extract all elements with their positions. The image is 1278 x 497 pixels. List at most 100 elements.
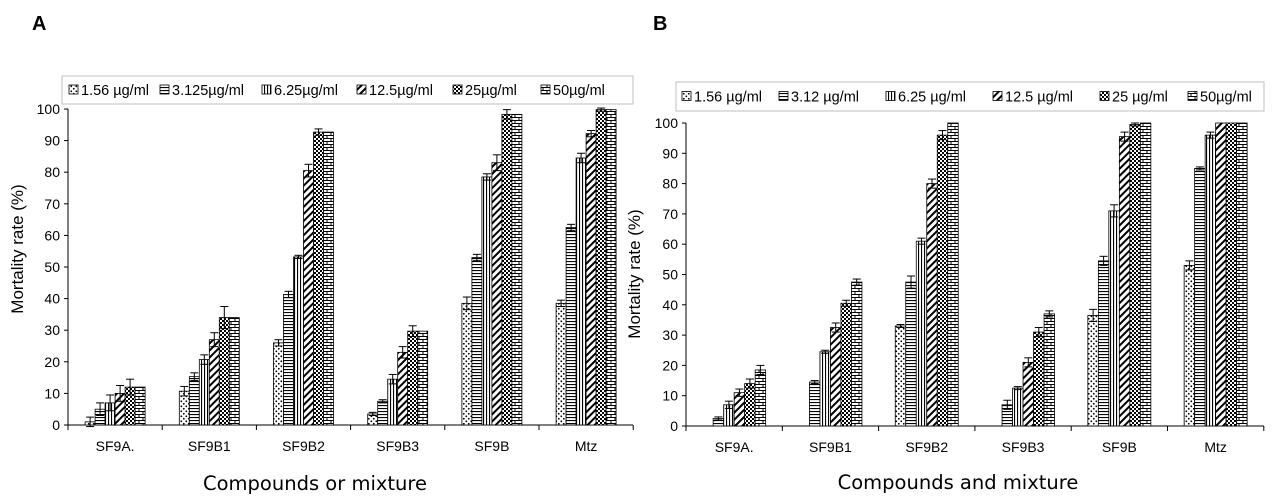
bar xyxy=(387,378,399,426)
x-tick-label: SF9B1 xyxy=(809,439,852,455)
bar xyxy=(851,281,863,427)
bar xyxy=(188,376,200,426)
y-tick-label: 60 xyxy=(44,227,60,243)
y-tick-label: 10 xyxy=(662,388,678,404)
legend-swatch xyxy=(885,91,896,101)
bar xyxy=(1215,122,1227,427)
bar xyxy=(840,302,852,427)
bar xyxy=(733,392,746,427)
bar xyxy=(1012,387,1024,427)
bar xyxy=(407,330,419,426)
y-tick-label: 30 xyxy=(662,327,678,343)
y-tick-label: 80 xyxy=(662,176,678,192)
bar xyxy=(134,386,146,426)
bar xyxy=(915,240,928,427)
y-tick-label: 90 xyxy=(662,145,678,161)
y-tick-label: 60 xyxy=(662,236,678,252)
bar xyxy=(397,351,409,426)
bar xyxy=(947,122,959,427)
bar xyxy=(595,109,607,426)
y-tick-label: 0 xyxy=(52,417,60,433)
panel-b-label: B xyxy=(653,13,667,35)
bar xyxy=(273,342,284,426)
y-tick-label: 40 xyxy=(44,291,60,307)
legend-swatch xyxy=(261,84,272,95)
legend-entry: 3.125µg/ml xyxy=(172,83,244,99)
panel-b-y-axis-title: Mortality rate (%) xyxy=(625,209,644,338)
y-tick-label: 50 xyxy=(44,259,60,275)
bar xyxy=(1236,122,1248,427)
legend-frame xyxy=(61,75,634,105)
legend-swatch xyxy=(778,91,789,101)
bar xyxy=(471,257,483,426)
panel-a-plot-area: 0 10 20 30 40 50 60 70 80 90 100 SF9A. SF9B1 SF9B2 SF9… xyxy=(37,101,634,454)
bar xyxy=(228,317,240,426)
panel-b-x-axis-title: Compounds and mixture xyxy=(838,471,1079,494)
panel-a-y-axis-title: Mortality rate (%) xyxy=(8,184,27,313)
bar xyxy=(313,131,324,426)
legend-swatch xyxy=(681,91,692,101)
x-tick-label: Mtz xyxy=(575,438,598,454)
bar xyxy=(1043,313,1055,427)
legend-entry: 25µg/ml xyxy=(465,83,517,99)
bar xyxy=(208,339,220,426)
x-tick-label: SF9B xyxy=(474,438,509,454)
legend-entry: 6.25µg/ml xyxy=(274,83,338,99)
panel-b-legend: 1.56 µg/ml 3.12 µg/ml 6.25 µg/ml 12.5 µg/ml… xyxy=(675,81,1265,112)
bar xyxy=(1097,260,1110,427)
bar xyxy=(501,113,513,426)
legend-entry: 6.25 µg/ml xyxy=(898,90,966,106)
bar xyxy=(1108,210,1120,427)
bar xyxy=(303,170,314,426)
bar xyxy=(809,381,821,427)
legend-swatch xyxy=(452,84,463,95)
bar xyxy=(905,281,917,427)
bar xyxy=(198,359,210,426)
legend-swatch xyxy=(356,84,367,95)
x-tick-label: SF9B3 xyxy=(376,438,419,454)
legend-entry: 3.12 µg/ml xyxy=(791,90,859,106)
bar xyxy=(377,400,389,426)
bar xyxy=(323,131,334,426)
y-tick-label: 70 xyxy=(662,206,678,222)
bar xyxy=(744,383,756,427)
bar xyxy=(936,134,949,427)
y-tick-label: 70 xyxy=(44,196,60,212)
legend-swatch xyxy=(992,91,1003,101)
legend-entry: 50µg/ml xyxy=(553,83,605,99)
legend-swatch xyxy=(159,84,170,95)
bar xyxy=(1087,315,1099,427)
bar xyxy=(585,133,597,426)
legend-swatch xyxy=(68,84,79,95)
y-tick-label: 30 xyxy=(44,322,60,338)
bar xyxy=(1204,134,1217,427)
bar xyxy=(926,183,938,427)
y-tick-label: 90 xyxy=(44,133,60,149)
x-tick-label: SF9B3 xyxy=(1002,439,1045,455)
y-tick-label: 10 xyxy=(44,385,60,401)
legend-entry: 1.56 µg/ml xyxy=(81,83,149,99)
bar xyxy=(555,302,567,426)
bar xyxy=(830,327,842,427)
bar xyxy=(1139,122,1152,427)
bar xyxy=(511,113,523,426)
bar xyxy=(1225,122,1238,427)
y-tick-label: 100 xyxy=(655,115,679,131)
legend-swatch xyxy=(1099,91,1110,101)
bar xyxy=(1183,265,1196,427)
panel-b: B Mortality rate (%) Compounds and mixtu… xyxy=(625,13,1265,494)
legend-swatch xyxy=(1187,91,1198,101)
legend-swatch xyxy=(540,84,551,95)
y-tick-label: 50 xyxy=(662,267,678,283)
legend-entry: 12.5 µg/ml xyxy=(1005,90,1073,106)
x-tick-label: Mtz xyxy=(1204,439,1227,455)
bar xyxy=(894,325,907,427)
y-tick-label: 20 xyxy=(44,354,60,370)
y-tick-label: 40 xyxy=(662,297,678,313)
y-tick-label: 100 xyxy=(37,101,61,117)
bar xyxy=(605,109,617,426)
x-tick-label: SF9A. xyxy=(715,439,754,455)
x-tick-label: SF9B1 xyxy=(188,438,231,454)
bar xyxy=(1194,168,1206,427)
bar xyxy=(1129,124,1141,427)
